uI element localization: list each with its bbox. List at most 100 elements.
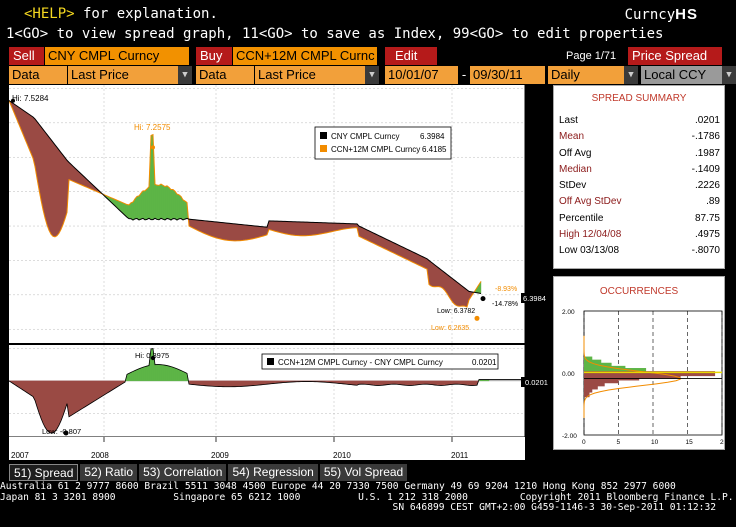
spread-bar — [68, 380, 72, 418]
tab-ratio[interactable]: 52) Ratio — [80, 464, 138, 481]
spread-segment — [442, 270, 446, 292]
help-key[interactable]: <HELP> — [24, 6, 75, 22]
y-tick-label: 0.50 — [530, 346, 544, 353]
spread-bar — [412, 380, 416, 386]
spread-line — [9, 348, 489, 434]
spread-segment — [52, 141, 56, 238]
summary-row: Percentile 87.75 — [554, 211, 724, 227]
occ-x-tick-label: 5 — [617, 439, 621, 446]
spread-bar — [216, 380, 220, 387]
spread-bar — [50, 380, 54, 434]
currency-dropdown-icon[interactable]: ▼ — [722, 66, 736, 84]
data2-dropdown-icon[interactable]: ▼ — [365, 66, 379, 84]
period-dropdown-icon[interactable]: ▼ — [624, 66, 638, 84]
spread-segment — [290, 221, 294, 236]
spread-bar — [212, 380, 216, 387]
spread-segment — [396, 244, 400, 256]
spread-segment — [138, 192, 142, 221]
spread-bar — [442, 380, 446, 386]
tab-vol-spread[interactable]: 55) Vol Spread — [319, 464, 408, 481]
spread-segment — [198, 219, 202, 233]
occ-bar — [584, 384, 598, 390]
spread-bar — [140, 366, 144, 382]
data1-field[interactable]: Last Price — [68, 66, 178, 84]
spread-segment — [306, 221, 310, 236]
spread-segment — [228, 223, 232, 241]
spread-segment — [146, 186, 150, 220]
spread-low-marker — [63, 430, 69, 436]
spread-segment — [40, 126, 44, 210]
spread-bar — [46, 380, 50, 433]
spread-segment — [212, 221, 216, 238]
spread-bar — [464, 380, 468, 386]
spread-bar — [432, 380, 436, 386]
spread-segment — [192, 219, 196, 230]
spread-bar — [58, 380, 62, 426]
spread-bar — [352, 380, 356, 386]
spread-bar — [202, 380, 206, 386]
spread-segment — [302, 221, 306, 236]
edit-button[interactable]: Edit — [385, 47, 437, 65]
footer-line-1: Australia 61 2 9777 8600 Brazil 5511 304… — [0, 481, 676, 492]
y-tick-label: 6.6000 — [528, 258, 550, 265]
spread-segment — [400, 245, 404, 258]
spread-bar — [96, 380, 100, 400]
help-text: for explanation. — [74, 6, 218, 22]
spread-segment — [156, 184, 160, 221]
spread-segment — [324, 222, 328, 234]
spread-segment — [380, 236, 384, 249]
spread-bar — [98, 380, 102, 399]
data1-dropdown-icon[interactable]: ▼ — [178, 66, 192, 84]
price-legend: CNY CMPL Curncy 6.3984 CCN+12M CMPL Curn… — [314, 126, 452, 160]
spread-bar — [142, 366, 146, 382]
tab-correlation[interactable]: 53) Correlation — [139, 464, 227, 481]
spread-segment — [436, 266, 440, 287]
spread-chart[interactable]: 0.50 -0.50 Hi: 0.3975 Low: -0.807 CCN+12M… — [9, 345, 551, 460]
spread-bar — [154, 364, 158, 382]
spread-bar — [230, 380, 234, 387]
spread-bar — [90, 380, 94, 404]
buy-security-field[interactable]: CCN+12M CMPL Curnc — [233, 47, 377, 65]
price-y-axis: 7.60007.40007.20007.00006.80006.60006.40… — [524, 85, 550, 343]
spread-segment — [310, 222, 314, 236]
y-tick-label: 7.4000 — [528, 121, 550, 128]
currency-field[interactable]: Local CCY — [641, 66, 722, 84]
tab-spread[interactable]: 51) Spread — [9, 464, 79, 481]
buy-button[interactable]: Buy — [196, 47, 232, 65]
occ-bar — [584, 381, 605, 387]
start-date-field[interactable]: 10/01/07 — [385, 66, 458, 84]
spread-bar — [380, 380, 384, 386]
spread-bar — [376, 380, 380, 386]
spread-bar — [226, 380, 230, 387]
spread-bar — [108, 380, 112, 393]
spread-bar — [88, 380, 92, 405]
function-prefix: Curncy — [624, 7, 676, 23]
spread-segment — [276, 220, 280, 233]
tab-regression[interactable]: 54) Regression — [228, 464, 318, 481]
price-series-lines — [9, 98, 486, 321]
spread-segment — [452, 278, 456, 306]
sell-button[interactable]: Sell — [9, 47, 44, 65]
spread-segment — [340, 223, 344, 230]
end-date-field[interactable]: 09/30/11 — [470, 66, 545, 84]
spread-segment — [160, 183, 164, 220]
spread-segment — [370, 231, 374, 244]
summary-label: Last — [559, 115, 578, 126]
spread-bar — [468, 380, 472, 386]
spread-bar — [254, 380, 258, 386]
spread-segment — [390, 241, 394, 254]
data2-field[interactable]: Last Price — [255, 66, 365, 84]
period-field[interactable]: Daily — [548, 66, 624, 84]
spread-bar — [354, 380, 358, 386]
spread-segment — [364, 228, 368, 241]
price-chart[interactable]: 7.60007.40007.20007.00006.80006.60006.40… — [9, 85, 551, 343]
spread-bar — [106, 380, 110, 394]
spread-bar — [30, 380, 34, 397]
spread-segment — [300, 221, 304, 236]
spread-hi-label: Hi: 0.3975 — [135, 351, 169, 360]
spread-bar — [252, 380, 256, 386]
footer-line-3: SN 646899 CEST GMT+2:00 G459-1146-3 30-S… — [392, 502, 716, 513]
spread-segment — [326, 222, 330, 233]
sell-security-field[interactable]: CNY CMPL Curncy — [45, 47, 189, 65]
occ-bar — [584, 356, 593, 362]
